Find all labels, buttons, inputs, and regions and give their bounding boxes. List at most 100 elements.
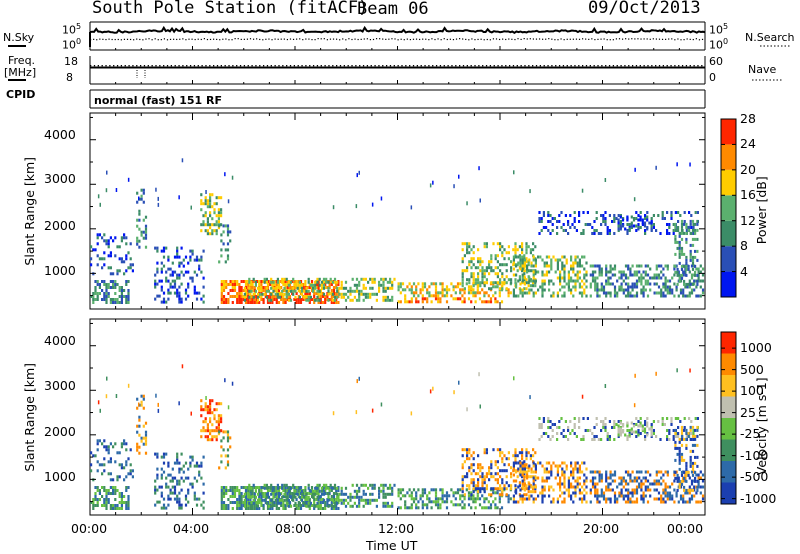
velocity-cell xyxy=(182,470,185,474)
power-cell xyxy=(282,301,285,304)
power-cell xyxy=(607,276,610,280)
power-cell xyxy=(678,249,681,253)
power-cell xyxy=(613,267,617,271)
velocity-cell xyxy=(426,494,429,498)
power-cell xyxy=(512,248,515,252)
power-cell xyxy=(160,279,163,283)
power-cell xyxy=(251,298,254,301)
velocity-cell xyxy=(633,479,636,483)
velocity-cell xyxy=(220,439,223,443)
nsearch-point xyxy=(452,38,455,41)
velocity-cell xyxy=(563,461,566,465)
nsearch-point xyxy=(695,38,697,40)
velocity-cell xyxy=(441,497,444,501)
velocity-cell xyxy=(182,479,185,483)
power-cell xyxy=(406,300,409,304)
power-cell xyxy=(231,280,234,283)
power-cell xyxy=(581,188,584,193)
velocity-colorbar xyxy=(720,331,737,505)
velocity-cell xyxy=(523,464,526,468)
power-cell xyxy=(295,292,298,295)
velocity-cell xyxy=(103,469,106,473)
nsearch-point xyxy=(640,38,642,40)
velocity-cell xyxy=(441,491,444,495)
power-cell xyxy=(567,270,570,274)
power-cell xyxy=(529,284,532,288)
power-cell xyxy=(144,230,148,234)
velocity-cell xyxy=(94,486,97,489)
velocity-cell xyxy=(644,485,647,489)
velocity-cell xyxy=(169,497,172,501)
velocity-cell xyxy=(540,426,543,429)
velocity-cell xyxy=(637,420,640,423)
power-cell xyxy=(644,214,647,217)
velocity-cell xyxy=(685,461,688,465)
colorbar-segment xyxy=(721,418,736,440)
power-cell xyxy=(467,297,471,301)
velocity-cell xyxy=(696,428,699,432)
power-cell xyxy=(240,301,243,304)
velocity-cell xyxy=(661,417,664,420)
velocity-cell xyxy=(494,460,497,464)
velocity-cell xyxy=(503,463,506,467)
velocity-cell xyxy=(202,420,205,424)
velocity-cell xyxy=(676,479,679,483)
xtick-0: 00:00 xyxy=(71,521,108,536)
velocity-cell xyxy=(107,448,110,452)
power-cell xyxy=(682,291,685,295)
power-cell xyxy=(215,229,218,233)
velocity-cell xyxy=(248,492,251,496)
velocity-cell xyxy=(227,507,230,510)
power-cell xyxy=(251,280,254,283)
velocity-cell xyxy=(519,467,522,471)
velocity-cell xyxy=(576,479,579,483)
power-cell xyxy=(187,270,190,274)
velocity-cell xyxy=(578,476,581,480)
velocity-cell xyxy=(677,432,680,435)
power-cell xyxy=(525,251,528,255)
colorbar-segment xyxy=(721,169,736,196)
velocity-cell xyxy=(154,452,157,456)
velocity-cell xyxy=(302,504,305,507)
power-cell xyxy=(353,295,356,299)
power-cell xyxy=(510,281,513,285)
velocity-cell xyxy=(112,478,115,482)
power-cell xyxy=(552,291,555,295)
power-cell xyxy=(118,269,121,273)
power-cell xyxy=(576,273,579,277)
velocity-cell xyxy=(578,426,581,429)
power-cell xyxy=(512,255,515,259)
power-cell xyxy=(358,289,361,293)
power-cell xyxy=(220,233,223,237)
velocity-cell xyxy=(556,473,559,477)
power-cell xyxy=(429,183,432,188)
velocity-cell xyxy=(355,489,359,493)
power-cell xyxy=(483,291,486,295)
power-cell xyxy=(696,258,699,262)
power-cell xyxy=(156,249,159,253)
velocity-cell xyxy=(691,449,695,453)
velocity-cell xyxy=(226,436,230,440)
power-cell xyxy=(256,295,260,299)
power-cell xyxy=(222,230,225,234)
velocity-cell xyxy=(494,487,497,491)
power-cell xyxy=(543,279,546,283)
power-cell xyxy=(294,289,297,293)
velocity-cell xyxy=(295,486,298,489)
power-cell xyxy=(683,222,686,226)
velocity-cell xyxy=(136,445,139,449)
power-cell xyxy=(503,257,506,261)
power-cell xyxy=(461,281,464,285)
velocity-cell xyxy=(96,439,99,443)
power-cell xyxy=(526,264,529,268)
velocity-cell xyxy=(417,500,420,504)
velocity-cell xyxy=(532,482,535,486)
power-cell xyxy=(646,215,649,219)
power-cell xyxy=(567,273,570,277)
nave-point xyxy=(539,65,542,67)
power-cell xyxy=(315,292,318,295)
nsearch-point xyxy=(698,39,701,41)
velocity-cell xyxy=(583,494,586,498)
velocity-cell xyxy=(310,486,314,489)
power-cell xyxy=(355,204,358,209)
